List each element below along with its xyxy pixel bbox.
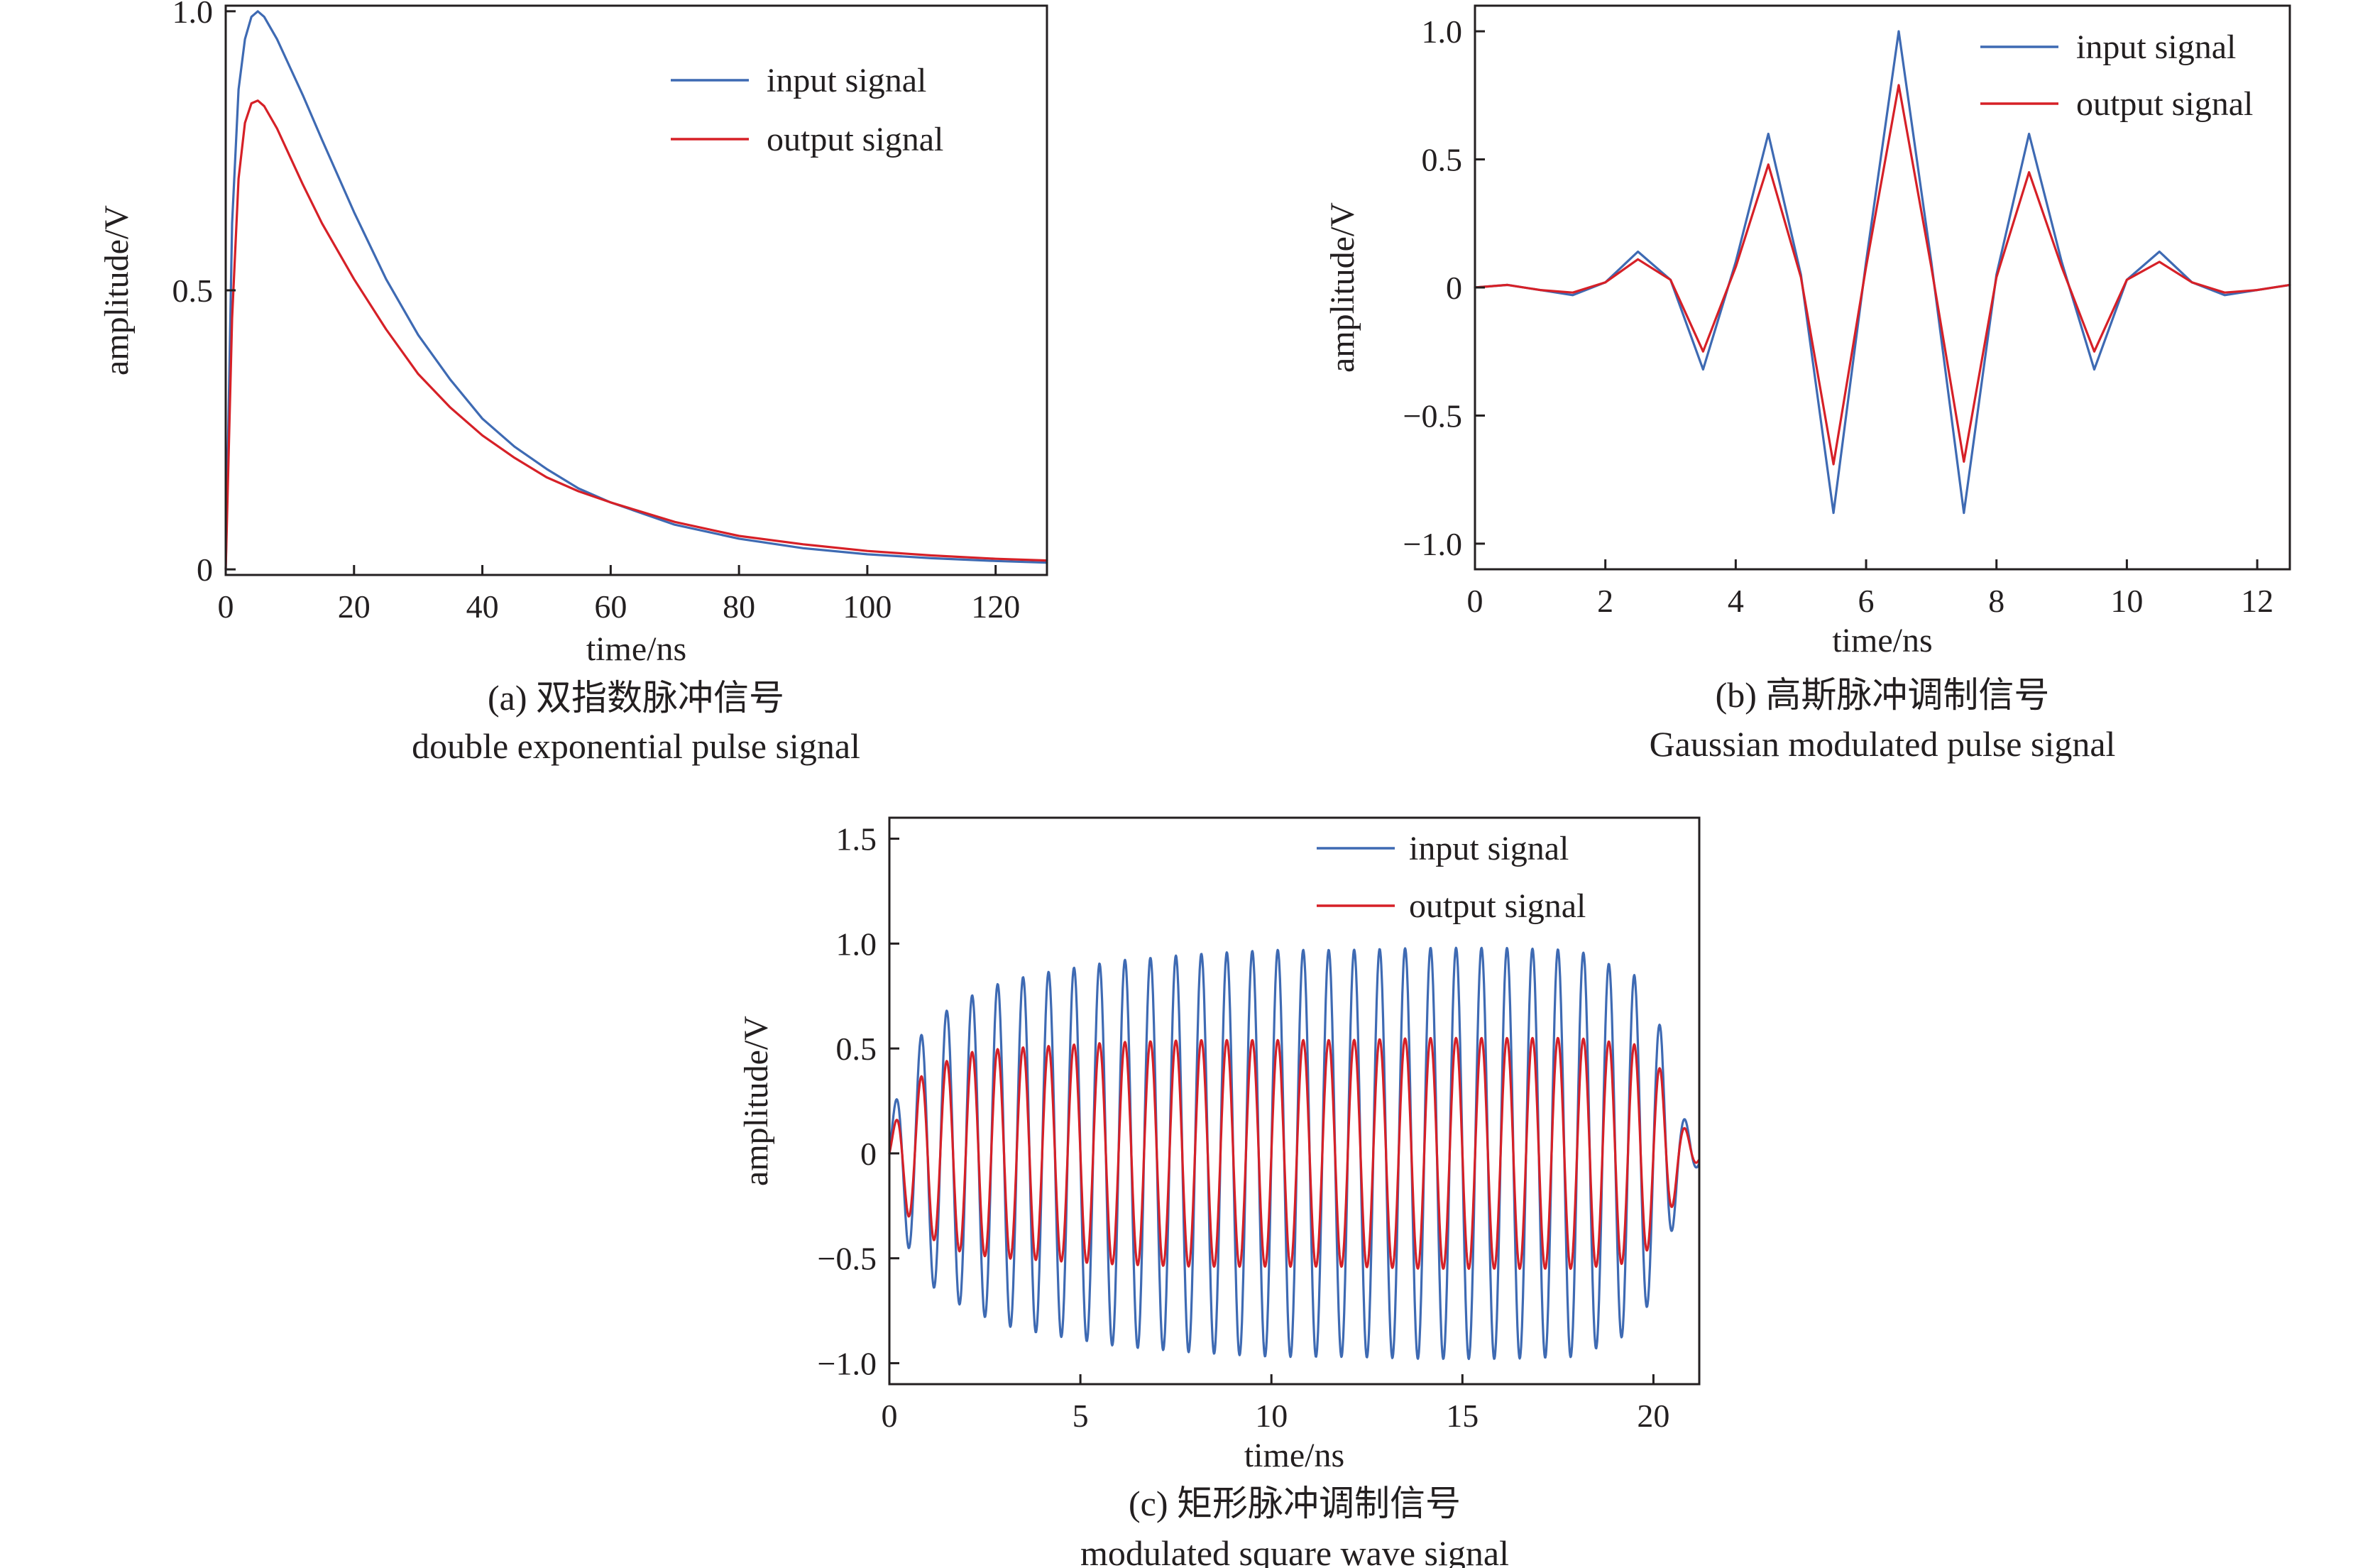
caption-chinese: (c) 矩形脉冲调制信号	[1129, 1484, 1461, 1523]
caption-english: modulated square wave signal	[1080, 1533, 1509, 1568]
x-tick-label: 20	[1637, 1398, 1669, 1434]
legend-label-output: output signal	[2076, 85, 2253, 123]
input-signal-line	[224, 10, 1048, 571]
chart-panel-a: 0 20 40 60 80 100 120 0 0.5 1.0 time/ns amplitude/V…	[98, 0, 1048, 766]
x-tick-label: 100	[843, 588, 892, 625]
y-tick-label: 1.0	[836, 926, 877, 962]
x-axis-label: time/ns	[1832, 622, 1932, 659]
legend-label-input: input signal	[2076, 28, 2236, 66]
caption-chinese: (a) 双指数脉冲信号	[488, 678, 784, 718]
x-tick-label: 6	[1858, 583, 1875, 619]
x-tick-label: 40	[466, 588, 499, 625]
y-tick-label: 1.0	[1422, 13, 1463, 50]
x-tick-label: 15	[1446, 1398, 1479, 1434]
x-tick-label: 20	[338, 588, 371, 625]
legend-label-input: input signal	[1409, 830, 1569, 867]
output-signal-line	[888, 1036, 1701, 1270]
x-axis-label: time/ns	[586, 630, 686, 668]
y-tick-label: 1.0	[172, 0, 214, 30]
legend-label-input: input signal	[767, 62, 926, 99]
caption-english: Gaussian modulated pulse signal	[1650, 724, 2116, 764]
y-tick-label: 0.5	[1422, 142, 1463, 178]
caption-chinese: (b) 高斯脉冲调制信号	[1716, 675, 2050, 715]
x-tick-label: 12	[2241, 583, 2273, 619]
y-tick-label: −1.0	[818, 1345, 877, 1381]
plot-frame	[888, 816, 1701, 1386]
output-signal-line	[1474, 84, 2291, 466]
x-tick-label: 5	[1073, 1398, 1089, 1434]
x-tick-label: 2	[1597, 583, 1613, 619]
y-tick-label: −0.5	[1403, 398, 1462, 434]
y-axis-label: amplitude/V	[98, 205, 136, 375]
legend-label-output: output signal	[1409, 887, 1586, 925]
output-signal-line	[224, 99, 1048, 571]
y-axis-label: amplitude/V	[737, 1016, 775, 1186]
chart-panel-c: 0 5 10 15 20 −1.0 −0.5 0 0.5 1.0 1.5 time/ns amplitu…	[737, 816, 1701, 1568]
x-axis-label: time/ns	[1244, 1437, 1344, 1474]
y-tick-label: 0	[860, 1136, 877, 1172]
x-tick-label: 0	[218, 588, 234, 625]
y-tick-label: 0.5	[172, 273, 214, 309]
y-tick-label: −0.5	[818, 1241, 877, 1277]
x-tick-label: 0	[1467, 583, 1483, 619]
y-tick-label: 0	[197, 552, 213, 588]
y-tick-label: −1.0	[1403, 526, 1462, 562]
x-tick-label: 8	[1988, 583, 2004, 619]
caption-english: double exponential pulse signal	[412, 726, 860, 766]
y-axis-label: amplitude/V	[1324, 202, 1361, 373]
chart-panel-b: 0 2 4 6 8 10 12 −1.0 −0.5 0 0.5 1.0 time/ns amplitude…	[1324, 4, 2291, 764]
x-tick-label: 4	[1728, 583, 1744, 619]
x-tick-label: 120	[971, 588, 1020, 625]
legend-label-output: output signal	[767, 121, 943, 158]
x-tick-label: 60	[594, 588, 627, 625]
y-tick-label: 0.5	[836, 1031, 877, 1067]
x-tick-label: 0	[882, 1398, 898, 1434]
x-tick-label: 10	[1255, 1398, 1288, 1434]
x-tick-label: 80	[723, 588, 755, 625]
y-tick-label: 1.5	[836, 821, 877, 857]
x-tick-label: 10	[2110, 583, 2143, 619]
y-tick-label: 0	[1446, 270, 1462, 306]
